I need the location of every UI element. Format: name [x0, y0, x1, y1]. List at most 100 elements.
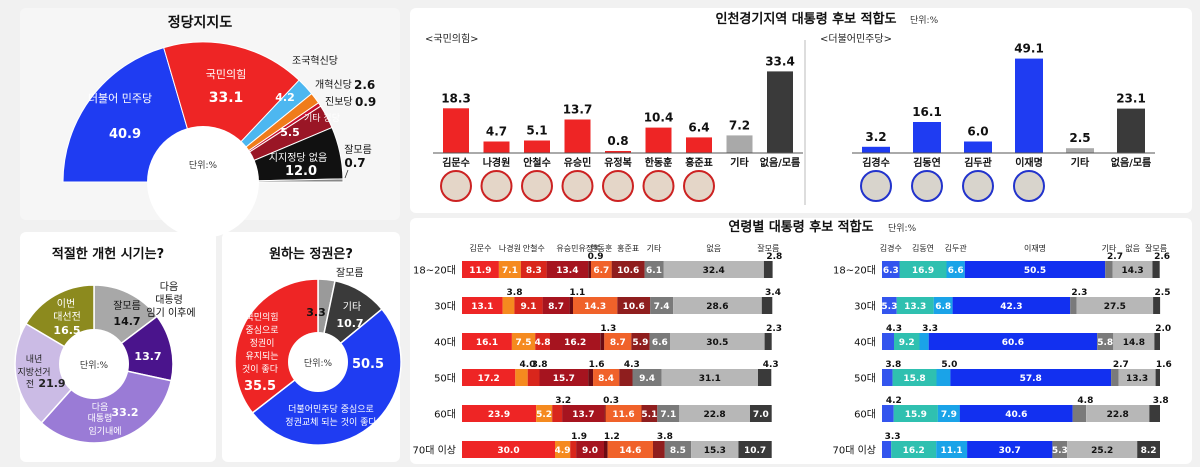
reform-label-within-2: 대통령 [88, 412, 113, 424]
regime-value-ppp: 35.5 [244, 379, 276, 394]
age-ppp-seg-5-1 [555, 441, 571, 458]
age-ppp-seg-label-3-3: 15.7 [553, 374, 575, 384]
age-ppp-seg-label-5-8: 15.3 [704, 446, 726, 456]
age-ppp-row-label-4: 60대 [434, 409, 456, 421]
age-dem-seg-5-3 [967, 441, 1053, 458]
age-ppp-seg-label-4-8: 22.8 [703, 410, 725, 420]
age-ppp-row-label-1: 30대 [434, 301, 456, 313]
age-ppp-row-label-0: 18~20대 [413, 265, 456, 277]
age-dem-seg-0-1 [899, 261, 947, 278]
regime-label-ppp-3: 정권이 [250, 337, 275, 349]
party-unit: 단위:% [189, 160, 218, 171]
incheon-ppp-bar-4 [605, 151, 631, 153]
reform-value-after: 13.7 [134, 350, 161, 363]
party-value-none: 12.0 [285, 164, 317, 179]
age-dem-row-label-1: 30대 [854, 301, 876, 313]
candidate-photo-dem-3 [1013, 170, 1045, 202]
candidate-photo-ppp-3 [561, 170, 594, 202]
age-ppp-seg-label-2-7: 6.6 [652, 338, 668, 348]
reform-label-after-2: 대통령 [155, 294, 183, 306]
candidate-photo-dem-1 [911, 170, 943, 202]
age-ppp-seg-label-1-0: 13.1 [471, 302, 493, 312]
age-ppp-seg-2-7 [649, 333, 671, 350]
age-dem-seg-label-1-1: 13.3 [904, 302, 926, 312]
incheon-dem-name-5: 없음/모름 [1111, 156, 1151, 169]
age-dem-seg-label-4-4: 4.8 [1077, 396, 1093, 406]
age-ppp-seg-label-1-3: 8.7 [548, 302, 564, 312]
reform-label-now-1: 이번 [57, 298, 75, 310]
party-value-reform: 2.6 [354, 78, 375, 92]
age-ppp-seg-label-1-2: 9.1 [521, 302, 537, 312]
age-ppp-seg-label-0-3: 13.4 [556, 266, 578, 276]
age-ppp-seg-4-1 [536, 405, 553, 422]
party-label-etc: 기타 정당 [304, 113, 340, 124]
age-ppp-seg-3-1 [515, 369, 528, 386]
age-dem-seg-label-4-5: 22.8 [1107, 410, 1129, 420]
incheon-ppp-value-0: 18.3 [441, 91, 471, 105]
age-ppp-seg-label-2-9: 2.3 [766, 324, 782, 334]
age-ppp-seg-label-5-2: 1.9 [571, 432, 587, 442]
age-ppp-seg-5-4 [604, 441, 608, 458]
age-ppp-seg-1-8 [673, 297, 762, 314]
age-ppp-seg-3-5 [593, 369, 620, 386]
age-ppp-seg-label-5-4: 1.2 [604, 432, 620, 442]
incheon-unit: 단위:% [910, 15, 939, 26]
age-ppp-seg-label-0-6: 10.6 [617, 266, 639, 276]
age-ppp-seg-label-4-0: 23.9 [488, 410, 510, 420]
age-ppp-seg-label-1-8: 28.6 [706, 302, 728, 312]
age-ppp-seg-label-0-9: 2.8 [766, 252, 782, 262]
age-ppp-seg-4-7 [657, 405, 680, 422]
age-dem-seg-5-4 [1052, 441, 1068, 458]
age-ppp-seg-1-7 [650, 297, 674, 314]
age-ppp-seg-1-6 [617, 297, 651, 314]
age-ppp-row-label-5: 70대 이상 [412, 445, 456, 457]
age-ppp-seg-2-9 [764, 333, 772, 350]
incheon-ppp-name-5: 한동훈 [645, 156, 673, 169]
age-dem-seg-1-6 [1153, 297, 1161, 314]
party-title: 정당지지도 [168, 14, 233, 31]
age-dem-seg-label-5-3: 30.7 [999, 446, 1021, 456]
party-value-dk: 0.7 [344, 156, 365, 170]
age-ppp-seg-label-4-2: 3.2 [555, 396, 571, 406]
incheon-dem-value-1: 16.1 [912, 105, 942, 119]
age-ppp-seg-1-9 [761, 297, 773, 314]
incheon-ppp-value-3: 13.7 [563, 103, 593, 117]
incheon-ppp-bar-7 [726, 135, 753, 153]
reform-label-local-2: 지방선거 [17, 367, 50, 378]
age-ppp-seg-label-2-3: 16.2 [564, 338, 586, 348]
age-dem-seg-2-5 [1113, 333, 1155, 350]
age-dem-seg-0-3 [964, 261, 1106, 278]
age-dem-seg-5-2 [936, 441, 968, 458]
reform-slice-3 [14, 322, 96, 424]
age-ppp-seg-3-8 [661, 369, 758, 386]
age-dem-seg-label-2-3: 60.6 [1002, 338, 1024, 348]
age-ppp-seg-4-6 [641, 405, 658, 422]
party-pie-hole [147, 126, 259, 238]
incheon-dem-value-2: 6.0 [967, 125, 988, 139]
age-ppp-seg-label-0-5: 6.7 [593, 266, 609, 276]
age-dem-seg-label-0-4: 2.7 [1107, 252, 1123, 262]
age-dem-seg-label-1-6: 2.5 [1155, 288, 1171, 298]
regime-label-ppp-5: 것이 좋다 [242, 364, 279, 375]
age-ppp-seg-label-4-9: 7.0 [753, 410, 769, 420]
incheon-ppp-name-2: 안철수 [523, 156, 551, 169]
regime-label-etc: 기타 [343, 301, 361, 313]
age-dem-seg-1-0 [882, 297, 897, 314]
age-ppp-seg-2-2 [535, 333, 551, 350]
incheon-ppp-name-6: 홍준표 [685, 156, 713, 169]
reform-value-dk: 14.7 [113, 315, 140, 328]
age-ppp-seg-0-8 [663, 261, 764, 278]
age-dem-seg-label-3-1: 15.8 [903, 374, 925, 384]
age-dem-seg-label-1-5: 27.5 [1104, 302, 1126, 312]
age-ppp-seg-1-5 [573, 297, 618, 314]
reform-label-local-3: 전 [26, 379, 34, 390]
age-dem-seg-5-6 [1137, 441, 1160, 458]
age-dem-seg-4-1 [893, 405, 938, 422]
incheon-dem-name-0: 김경수 [862, 156, 890, 169]
age-ppp-seg-0-0 [462, 261, 499, 278]
age-dem-seg-3-5 [1118, 369, 1156, 386]
regime-label-ppp-4: 유지되는 [245, 351, 278, 362]
age-dem-seg-label-2-0: 4.3 [886, 324, 902, 334]
age-ppp-seg-0-4 [588, 261, 591, 278]
age-ppp-seg-label-3-5: 8.4 [598, 374, 614, 384]
